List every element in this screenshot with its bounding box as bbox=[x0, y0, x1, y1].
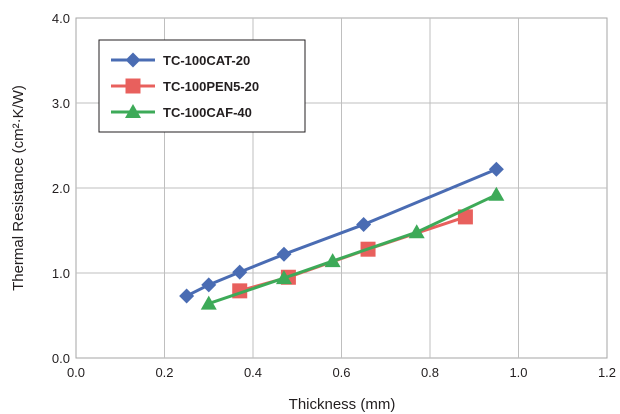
plot-series bbox=[179, 161, 505, 310]
y-axis-title: Thermal Resistance (cm²·K/W) bbox=[10, 85, 27, 291]
legend-label: TC-100CAF-40 bbox=[163, 105, 252, 120]
series-2 bbox=[200, 186, 505, 310]
diamond-point bbox=[179, 288, 195, 304]
y-tick-label: 3.0 bbox=[52, 96, 70, 111]
y-tick-label: 2.0 bbox=[52, 181, 70, 196]
y-tick-label: 4.0 bbox=[52, 11, 70, 26]
y-tick-label: 0.0 bbox=[52, 351, 70, 366]
x-tick-label: 0.6 bbox=[332, 365, 350, 380]
diamond-point bbox=[356, 217, 372, 233]
triangle-point bbox=[200, 295, 217, 310]
triangle-point bbox=[324, 253, 341, 268]
triangle-point bbox=[488, 186, 505, 201]
legend-item: TC-100PEN5-20 bbox=[111, 78, 259, 94]
legend-diamond-marker bbox=[125, 52, 141, 68]
axes: 0.0 0.2 0.4 0.6 0.8 1.0 1.2 0.0 1.0 2.0 3.0 4.0 bbox=[52, 11, 616, 380]
x-tick-label: 0.4 bbox=[244, 365, 262, 380]
legend-triangle-marker bbox=[125, 104, 141, 118]
triangle-point bbox=[408, 224, 425, 239]
x-axis-title: Thickness (mm) bbox=[289, 396, 396, 413]
legend-item: TC-100CAT-20 bbox=[111, 52, 250, 68]
legend-square-marker bbox=[125, 78, 141, 94]
x-tick-label: 1.0 bbox=[509, 365, 527, 380]
diamond-point bbox=[488, 161, 504, 177]
diamond-point bbox=[276, 246, 292, 262]
series-0 bbox=[179, 161, 504, 304]
triangle-point bbox=[275, 270, 292, 285]
x-tick-label: 0.0 bbox=[67, 365, 85, 380]
y-tick-label: 1.0 bbox=[52, 266, 70, 281]
x-tick-label: 0.2 bbox=[155, 365, 173, 380]
legend-label: TC-100PEN5-20 bbox=[163, 79, 259, 94]
square-point bbox=[457, 209, 473, 225]
x-tick-label: 0.8 bbox=[421, 365, 439, 380]
legend-item: TC-100CAF-40 bbox=[111, 104, 252, 120]
legend: TC-100CAT-20 TC-100PEN5-20 TC-100CAF-40 bbox=[98, 39, 306, 133]
x-tick-label: 1.2 bbox=[598, 365, 616, 380]
legend-label: TC-100CAT-20 bbox=[163, 53, 250, 68]
diamond-point bbox=[232, 264, 248, 280]
diamond-point bbox=[201, 277, 217, 293]
